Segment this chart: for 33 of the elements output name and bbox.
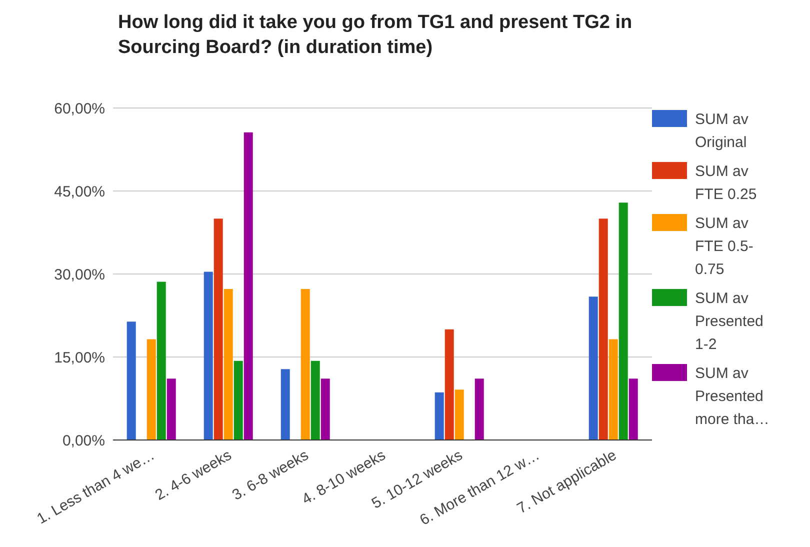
legend-label: SUM av Presented 1-2: [695, 289, 764, 355]
legend-label: SUM av Presented more tha…: [695, 364, 770, 430]
bar: [204, 272, 213, 440]
bar: [434, 392, 444, 440]
bar: [166, 378, 176, 440]
bar: [234, 360, 243, 440]
bar: [310, 360, 320, 440]
y-tick-label: 15,00%: [54, 349, 105, 366]
bar: [244, 132, 253, 440]
bar: [300, 288, 310, 440]
bar: [224, 288, 233, 440]
y-tick-label: 60,00%: [54, 100, 105, 118]
bar: [454, 390, 464, 440]
y-tick-label: 0,00%: [62, 432, 105, 450]
legend-label: SUM av FTE 0.25: [695, 162, 758, 205]
bar: [588, 296, 598, 440]
bar: [618, 202, 628, 440]
bar: [474, 378, 484, 440]
bar: [280, 369, 290, 440]
y-tick-label: 45,00%: [54, 183, 105, 200]
bar: [146, 339, 156, 440]
bar: [156, 282, 166, 440]
bar: [444, 329, 454, 440]
bar: [628, 378, 638, 440]
bar: [126, 322, 136, 440]
legend-label: SUM av Original: [695, 110, 750, 153]
y-tick-label: 30,00%: [54, 266, 105, 284]
bar: [320, 378, 330, 440]
chart-title: How long did it take you go from TG1 and present TG2 in Sourcing Board? (in duration time): [118, 11, 634, 60]
bar: [214, 218, 223, 440]
bar: [608, 339, 618, 440]
bar: [598, 218, 608, 440]
legend-label: SUM av FTE 0.5-0.75: [695, 214, 754, 280]
